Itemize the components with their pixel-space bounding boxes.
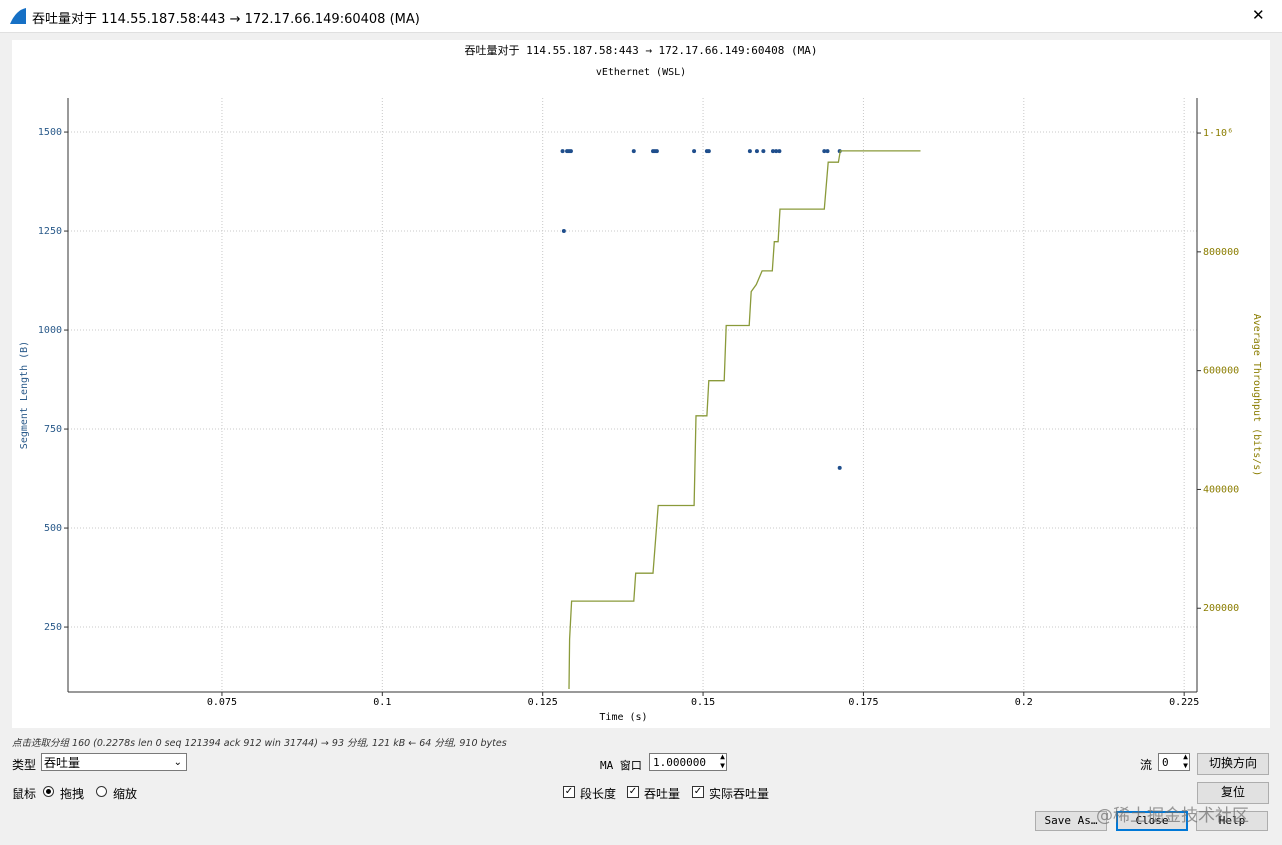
help-button[interactable]: Help	[1196, 811, 1268, 831]
y-tick-label: 1000	[38, 325, 62, 336]
app-icon	[10, 8, 26, 24]
drag-radio[interactable]	[43, 786, 54, 797]
ma-label: MA 窗口	[600, 759, 642, 772]
data-point	[706, 149, 711, 154]
x-tick-label: 0.1	[373, 697, 391, 708]
y2-axis-label: Average Throughput (bits/s)	[1251, 314, 1262, 477]
stream-value: 0	[1162, 756, 1169, 769]
data-point	[631, 149, 636, 154]
data-point	[692, 149, 697, 154]
drag-label: 拖拽	[60, 787, 85, 801]
data-point	[654, 149, 659, 154]
switch-direction-button[interactable]: 切换方向	[1197, 753, 1269, 775]
ma-input[interactable]: 1.000000 ▲ ▼	[649, 752, 727, 771]
check-label: 吞吐量	[644, 787, 681, 801]
data-point	[774, 149, 779, 154]
close-window[interactable]: ✕	[1252, 6, 1265, 24]
type-select[interactable]: 吞吐量 ⌄	[41, 753, 187, 771]
ma-value: 1.000000	[653, 756, 706, 769]
data-point	[770, 149, 775, 154]
y-tick-label: 500	[44, 523, 62, 534]
watermark: @稀土掘金技术社区	[1096, 806, 1249, 826]
x-tick-label: 0.125	[528, 697, 558, 708]
y2-tick-label: 400000	[1203, 484, 1239, 495]
zoom-radio[interactable]	[96, 786, 107, 797]
checkbox[interactable]: ✓	[563, 786, 575, 798]
title-bar: 吞吐量对于 114.55.187.58:443 → 172.17.66.149:…	[0, 0, 1282, 33]
chart-subtitle: vEthernet (WSL)	[596, 67, 686, 78]
data-point	[568, 149, 573, 154]
y2-tick-label: 1·10⁶	[1203, 128, 1233, 139]
data-point	[754, 149, 759, 154]
y-axis-label: Segment Length (B)	[19, 341, 30, 449]
y2-tick-label: 800000	[1203, 247, 1239, 258]
checkbox[interactable]: ✓	[627, 786, 639, 798]
stream-label: 流	[1140, 758, 1153, 772]
x-axis-label: Time (s)	[599, 712, 647, 723]
status-text: 点击选取分组 160 (0.2278s len 0 seq 121394 ack…	[12, 738, 507, 749]
data-point	[561, 229, 566, 234]
data-point	[560, 149, 565, 154]
checkbox[interactable]: ✓	[692, 786, 704, 798]
x-tick-label: 0.2	[1015, 697, 1033, 708]
y2-tick-label: 600000	[1203, 366, 1239, 377]
mouse-label: 鼠标	[12, 787, 37, 801]
throughput-line	[568, 150, 921, 690]
x-tick-label: 0.075	[207, 697, 237, 708]
zoom-label: 缩放	[113, 787, 138, 801]
y-tick-label: 1500	[38, 127, 62, 138]
y-tick-label: 250	[44, 622, 62, 633]
chart-title: 吞吐量对于 114.55.187.58:443 → 172.17.66.149:…	[464, 43, 817, 57]
y-tick-label: 750	[44, 424, 62, 435]
data-point	[825, 149, 830, 154]
x-tick-label: 0.175	[848, 697, 878, 708]
y-tick-label: 1250	[38, 226, 62, 237]
stream-spin[interactable]: 0 ▲ ▼	[1158, 752, 1190, 771]
x-tick-label: 0.15	[691, 697, 715, 708]
save-button[interactable]: Save As…	[1035, 811, 1107, 831]
data-point	[777, 149, 782, 154]
data-point	[747, 149, 752, 154]
type-value: 吞吐量	[44, 756, 81, 770]
x-tick-label: 0.225	[1169, 697, 1199, 708]
window-title: 吞吐量对于 114.55.187.58:443 → 172.17.66.149:…	[32, 12, 420, 27]
data-point	[837, 465, 842, 470]
data-point	[761, 149, 766, 154]
close-button[interactable]: Close	[1116, 811, 1188, 831]
y2-tick-label: 200000	[1203, 603, 1239, 614]
check-label: 段长度	[580, 787, 617, 801]
reset-button[interactable]: 复位	[1197, 782, 1269, 804]
type-label: 类型	[12, 758, 37, 772]
check-label: 实际吞吐量	[709, 787, 770, 801]
data-point	[822, 149, 827, 154]
